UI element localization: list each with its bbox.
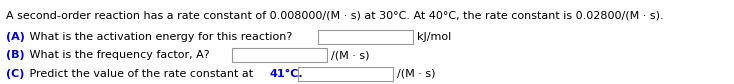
FancyBboxPatch shape	[318, 30, 413, 44]
Text: What is the activation energy for this reaction?: What is the activation energy for this r…	[26, 32, 292, 42]
Text: What is the frequency factor, A?: What is the frequency factor, A?	[26, 50, 210, 60]
FancyBboxPatch shape	[298, 67, 393, 81]
Text: kJ/mol: kJ/mol	[417, 32, 451, 42]
Text: (A): (A)	[6, 32, 25, 42]
Text: 41°C.: 41°C.	[270, 69, 304, 79]
Text: /(M · s): /(M · s)	[397, 69, 435, 79]
Text: A second-order reaction has a rate constant of 0.008000/(M · s) at 30°C. At 40°C: A second-order reaction has a rate const…	[6, 11, 664, 21]
Text: (B): (B)	[6, 50, 25, 60]
Text: Predict the value of the rate constant at: Predict the value of the rate constant a…	[26, 69, 257, 79]
Text: (C): (C)	[6, 69, 24, 79]
Text: /(M · s): /(M · s)	[331, 50, 369, 60]
FancyBboxPatch shape	[232, 48, 327, 62]
